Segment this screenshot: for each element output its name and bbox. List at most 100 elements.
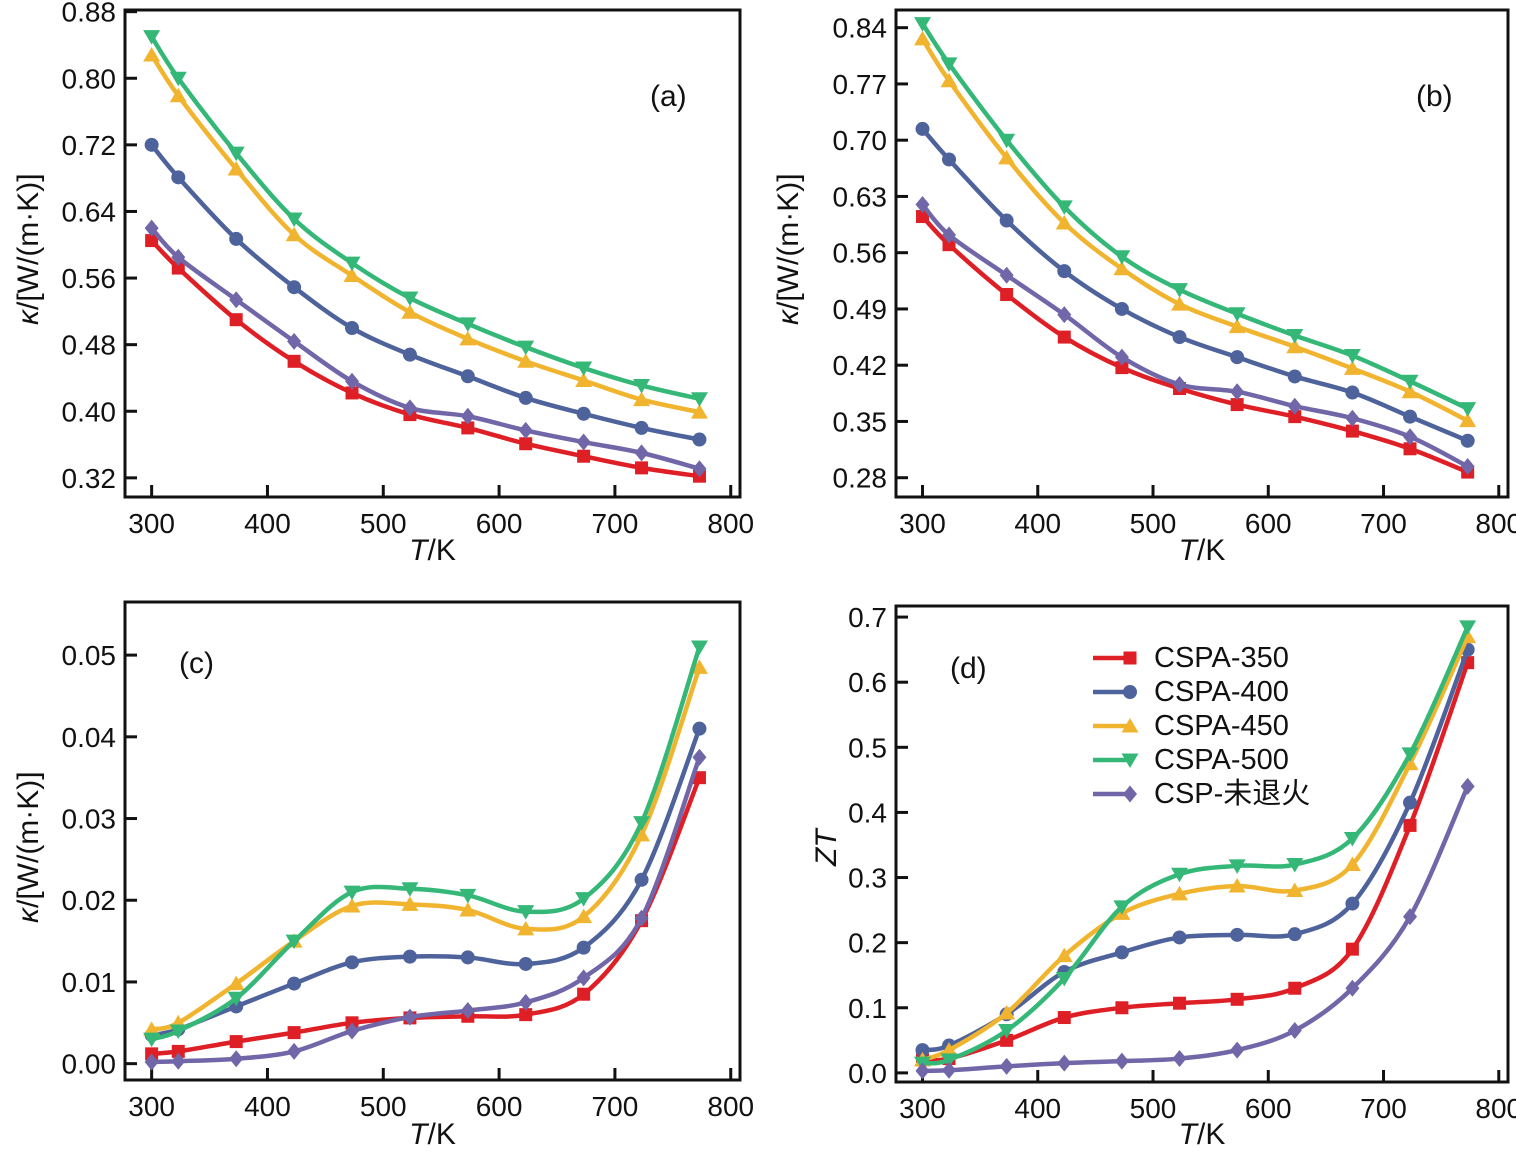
marker-circle xyxy=(1057,264,1071,278)
series-CSPA-350 xyxy=(145,234,706,483)
marker-square xyxy=(1231,993,1244,1006)
series-CSPA-450 xyxy=(914,31,1476,427)
marker-circle xyxy=(942,152,956,166)
marker-circle xyxy=(692,722,706,736)
marker-circle xyxy=(1230,928,1244,942)
legend-item-cspa-500: CSPA-500 xyxy=(1092,743,1310,777)
marker-diamond xyxy=(519,422,533,439)
y-tick-label: 0.56 xyxy=(62,263,117,294)
marker-square xyxy=(1124,652,1137,665)
marker-circle xyxy=(345,955,359,969)
marker-diamond xyxy=(1230,383,1244,400)
marker-circle xyxy=(145,138,159,152)
legend-marker-cspa-400-icon xyxy=(1092,679,1140,705)
y-tick-label: 0.03 xyxy=(62,804,117,835)
panel-label-a: (a) xyxy=(650,80,687,114)
marker-square xyxy=(288,355,301,368)
marker-circle xyxy=(1123,685,1137,699)
series-CSP-未退火 xyxy=(916,196,1475,475)
marker-circle xyxy=(287,977,301,991)
y-axis-label-b-symbol: κ xyxy=(772,310,805,325)
marker-diamond xyxy=(1000,1058,1014,1075)
series-line xyxy=(152,228,700,469)
x-axis-label-b-symbol: T xyxy=(1179,534,1197,567)
legend: CSPA-350 CSPA-400 CSPA-450 CSPA-500 CSP-… xyxy=(1092,641,1310,811)
y-tick-label: 0.56 xyxy=(833,238,888,269)
y-tick-label: 0.02 xyxy=(62,885,117,916)
marker-circle xyxy=(1000,214,1014,228)
y-axis-label-c: κ/[W/(m·K)] xyxy=(12,771,46,923)
marker-diamond xyxy=(229,1050,243,1067)
series-line xyxy=(923,39,1468,421)
marker-circle xyxy=(403,348,417,362)
marker-diamond xyxy=(1123,786,1137,803)
marker-diamond xyxy=(635,444,649,461)
marker-square xyxy=(230,1035,243,1048)
legend-marker-cspa-350-icon xyxy=(1092,645,1140,671)
y-tick-label: 0.32 xyxy=(62,463,117,494)
series-CSPA-500 xyxy=(143,30,708,407)
marker-square xyxy=(1058,1011,1071,1024)
series-CSPA-400 xyxy=(145,722,707,1042)
marker-diamond xyxy=(1057,1055,1071,1072)
marker-circle xyxy=(1173,930,1187,944)
x-axis-label-d-symbol: T xyxy=(1179,1118,1197,1151)
legend-item-cspa-350: CSPA-350 xyxy=(1092,641,1310,675)
y-tick-label: 0.72 xyxy=(62,130,117,161)
y-tick-label: 0.5 xyxy=(848,732,887,763)
x-axis-label-a-symbol: T xyxy=(409,534,427,567)
y-tick-label: 0.40 xyxy=(62,396,117,427)
legend-marker-cspa-450-icon xyxy=(1092,713,1140,739)
panel-label-c: (c) xyxy=(179,647,214,681)
legend-item-csp-unannealed: CSP-未退火 xyxy=(1092,777,1310,811)
marker-circle xyxy=(403,950,417,964)
y-tick-label: 0.63 xyxy=(833,181,888,212)
marker-circle xyxy=(577,407,591,421)
y-tick-label: 0.01 xyxy=(62,967,117,998)
marker-circle xyxy=(1230,350,1244,364)
marker-circle xyxy=(692,433,706,447)
marker-circle xyxy=(461,369,475,383)
marker-square xyxy=(1346,943,1359,956)
panel-label-b: (b) xyxy=(1416,80,1453,114)
marker-triangle-down xyxy=(691,640,708,655)
marker-circle xyxy=(1115,945,1129,959)
marker-diamond xyxy=(1345,410,1359,427)
y-tick-label: 0.1 xyxy=(848,993,887,1024)
x-axis-label-a-units: /K xyxy=(427,534,455,567)
marker-circle xyxy=(1403,410,1417,424)
marker-circle xyxy=(1403,796,1417,810)
panel-label-d: (d) xyxy=(950,652,987,686)
y-axis-label-c-symbol: κ xyxy=(12,908,45,923)
marker-square xyxy=(1058,331,1071,344)
y-tick-label: 0.48 xyxy=(62,330,117,361)
series-line xyxy=(152,241,700,477)
y-tick-label: 0.70 xyxy=(833,125,888,156)
y-axis-label-a: κ/[W/(m·K)] xyxy=(12,173,46,325)
marker-square xyxy=(1000,288,1013,301)
marker-diamond xyxy=(1288,1022,1302,1039)
y-tick-label: 0.7 xyxy=(848,602,887,633)
y-axis-label-d: ZT xyxy=(810,829,844,866)
y-tick-label: 0.4 xyxy=(848,797,887,828)
marker-triangle-down xyxy=(1459,620,1476,635)
y-tick-label: 0.49 xyxy=(833,294,888,325)
y-tick-label: 0.6 xyxy=(848,667,887,698)
series-line xyxy=(152,145,700,440)
legend-label-cspa-400: CSPA-400 xyxy=(1154,675,1289,709)
series-CSP-未退火 xyxy=(145,220,707,478)
marker-square xyxy=(230,313,243,326)
marker-square xyxy=(577,450,590,463)
series-line xyxy=(152,757,700,1062)
y-tick-label: 0.28 xyxy=(833,463,888,494)
y-tick-label: 0.05 xyxy=(62,640,117,671)
marker-circle xyxy=(171,170,185,184)
marker-circle xyxy=(1173,330,1187,344)
y-axis-label-b-units: /[W/(m·K)] xyxy=(772,173,805,310)
marker-circle xyxy=(461,950,475,964)
